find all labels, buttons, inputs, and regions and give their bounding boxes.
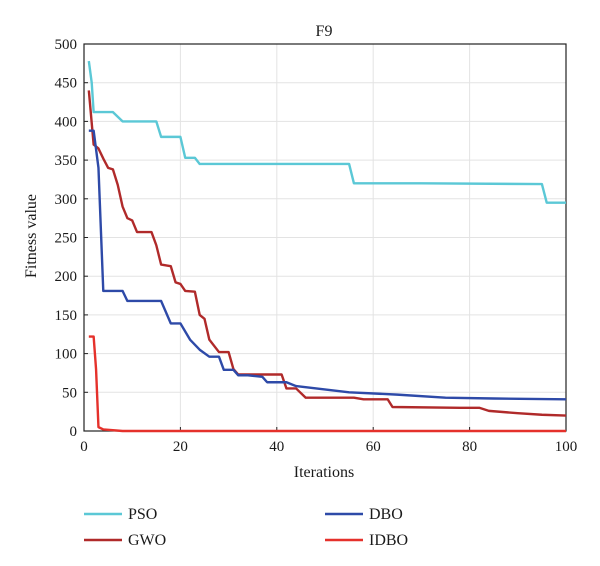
legend: PSO DBO GWO IDBO [84,506,408,549]
x-tick-label: 100 [555,439,578,455]
series-line-gwo [87,90,567,417]
y-tick-label: 400 [55,114,78,130]
y-tick-label: 200 [55,269,78,285]
x-tick-label: 60 [366,439,381,455]
legend-item-idbo: IDBO [325,532,408,549]
y-tick-label: 500 [55,37,78,53]
y-tick-label: 450 [55,76,78,92]
y-tick-label: 150 [55,308,78,324]
x-tick-label: 0 [80,439,88,455]
y-tick-label: 0 [70,424,78,440]
series-lines [87,60,567,433]
legend-label: PSO [128,506,157,523]
y-tick-label: 100 [55,347,78,363]
legend-label: DBO [369,506,403,523]
y-tick-label: 350 [55,153,78,169]
gridlines [83,43,567,432]
chart-title: F9 [316,23,333,40]
legend-item-dbo: DBO [325,506,403,523]
x-tick-label: 20 [173,439,188,455]
legend-label: IDBO [369,532,408,549]
x-axis: 0 20 40 60 80 100 [80,427,577,455]
series-line-dbo [88,129,567,401]
y-tick-label: 50 [62,385,77,401]
y-tick-label: 300 [55,192,78,208]
series-line-pso [87,60,566,204]
y-tick-label: 250 [55,231,78,247]
x-axis-label: Iterations [294,464,354,481]
legend-item-pso: PSO [84,506,157,523]
x-tick-label: 80 [462,439,477,455]
legend-label: GWO [128,532,166,549]
y-axis-label: Fitness value [23,194,40,278]
x-tick-label: 40 [269,439,284,455]
series-line-idbo [88,335,566,433]
y-axis: 0 50 100 150 200 250 300 350 400 450 500 [55,37,88,440]
legend-item-gwo: GWO [84,532,166,549]
